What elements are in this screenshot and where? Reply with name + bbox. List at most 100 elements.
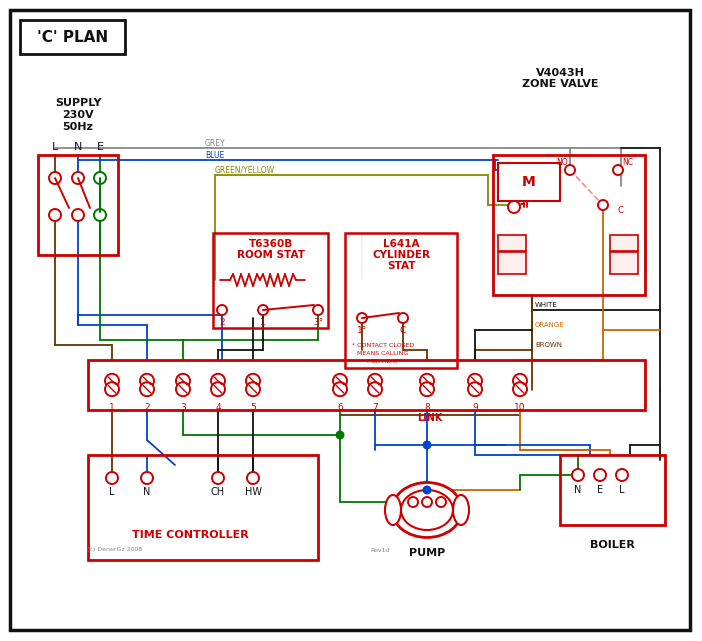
Bar [20,20,125,54]
Text: N: N [143,487,151,497]
Text: 1: 1 [260,317,266,326]
Text: N: N [409,510,417,520]
Circle shape [368,374,382,388]
Text: ZONE VALVE: ZONE VALVE [522,79,598,89]
Text: CYLINDER: CYLINDER [372,250,430,260]
Text: C: C [400,326,406,335]
Bar [560,455,665,525]
Bar [493,155,645,295]
Text: GREY: GREY [205,138,225,147]
Text: 2: 2 [219,317,225,326]
Circle shape [217,305,227,315]
Text: NC: NC [623,158,633,167]
Circle shape [212,472,224,484]
Text: T6360B: T6360B [249,239,293,249]
Circle shape [176,374,190,388]
Text: ORANGE: ORANGE [535,322,564,328]
Text: Rev1d: Rev1d [370,547,390,553]
Text: L: L [438,510,444,520]
Circle shape [398,313,408,323]
Text: BROWN: BROWN [535,342,562,348]
Text: V4043H: V4043H [536,68,585,78]
Text: L: L [52,142,58,152]
Circle shape [468,382,482,396]
Text: 230V: 230V [62,110,94,120]
Circle shape [616,469,628,481]
Circle shape [368,382,382,396]
Circle shape [211,382,225,396]
Text: BOILER: BOILER [590,540,635,550]
Circle shape [49,172,61,184]
Circle shape [49,209,61,221]
Circle shape [247,472,259,484]
Text: STAT: STAT [387,261,416,271]
Text: CH: CH [211,487,225,497]
Text: L641A: L641A [383,239,419,249]
Text: N: N [574,485,582,495]
Circle shape [513,374,527,388]
Text: 'C' PLAN: 'C' PLAN [37,29,109,44]
Circle shape [140,382,154,396]
Bar [610,252,638,274]
Circle shape [468,374,482,388]
Circle shape [176,382,190,396]
Circle shape [613,165,623,175]
Text: PUMP: PUMP [409,548,445,558]
Text: L: L [619,485,625,495]
Bar [498,235,526,251]
Text: BLUE: BLUE [205,151,224,160]
Circle shape [422,497,432,507]
Text: L: L [110,487,114,497]
Circle shape [594,469,606,481]
Circle shape [513,382,527,396]
Text: 2: 2 [144,403,150,412]
Bar [498,252,526,274]
Text: TIME CONTROLLER: TIME CONTROLLER [132,530,249,540]
Circle shape [72,172,84,184]
Bar [498,163,560,201]
Text: 1°: 1° [357,326,367,335]
Circle shape [72,209,84,221]
Text: GREEN/YELLOW: GREEN/YELLOW [215,165,275,174]
Bar [88,360,645,410]
Circle shape [336,431,343,438]
Circle shape [211,374,225,388]
Text: 1: 1 [109,403,115,412]
Text: E: E [96,142,103,152]
Text: ROOM STAT: ROOM STAT [237,250,305,260]
Text: E: E [597,485,603,495]
Circle shape [258,305,268,315]
Text: 6: 6 [337,403,343,412]
Circle shape [565,165,575,175]
Circle shape [598,200,608,210]
Ellipse shape [453,495,469,525]
Circle shape [94,209,106,221]
Text: C: C [617,206,623,215]
Text: NO: NO [556,158,568,167]
Text: 3: 3 [180,403,186,412]
Text: HW: HW [244,487,262,497]
Circle shape [106,472,118,484]
Bar [345,233,457,368]
Text: LINK: LINK [417,413,443,423]
Bar [88,455,318,560]
Text: MEANS CALLING: MEANS CALLING [357,351,409,356]
Circle shape [420,382,434,396]
Circle shape [105,374,119,388]
Text: 10: 10 [515,403,526,412]
Circle shape [420,374,434,388]
Text: 8: 8 [424,403,430,412]
Bar [610,235,638,251]
Bar [38,155,118,255]
Text: 50Hz: 50Hz [62,122,93,132]
Circle shape [357,313,367,323]
Text: 7: 7 [372,403,378,412]
Circle shape [140,374,154,388]
Text: 5: 5 [250,403,256,412]
Circle shape [436,497,446,507]
Circle shape [423,442,430,449]
Text: FOR HEAT: FOR HEAT [367,358,399,363]
Text: N: N [74,142,82,152]
Circle shape [423,487,430,494]
Ellipse shape [401,490,453,530]
